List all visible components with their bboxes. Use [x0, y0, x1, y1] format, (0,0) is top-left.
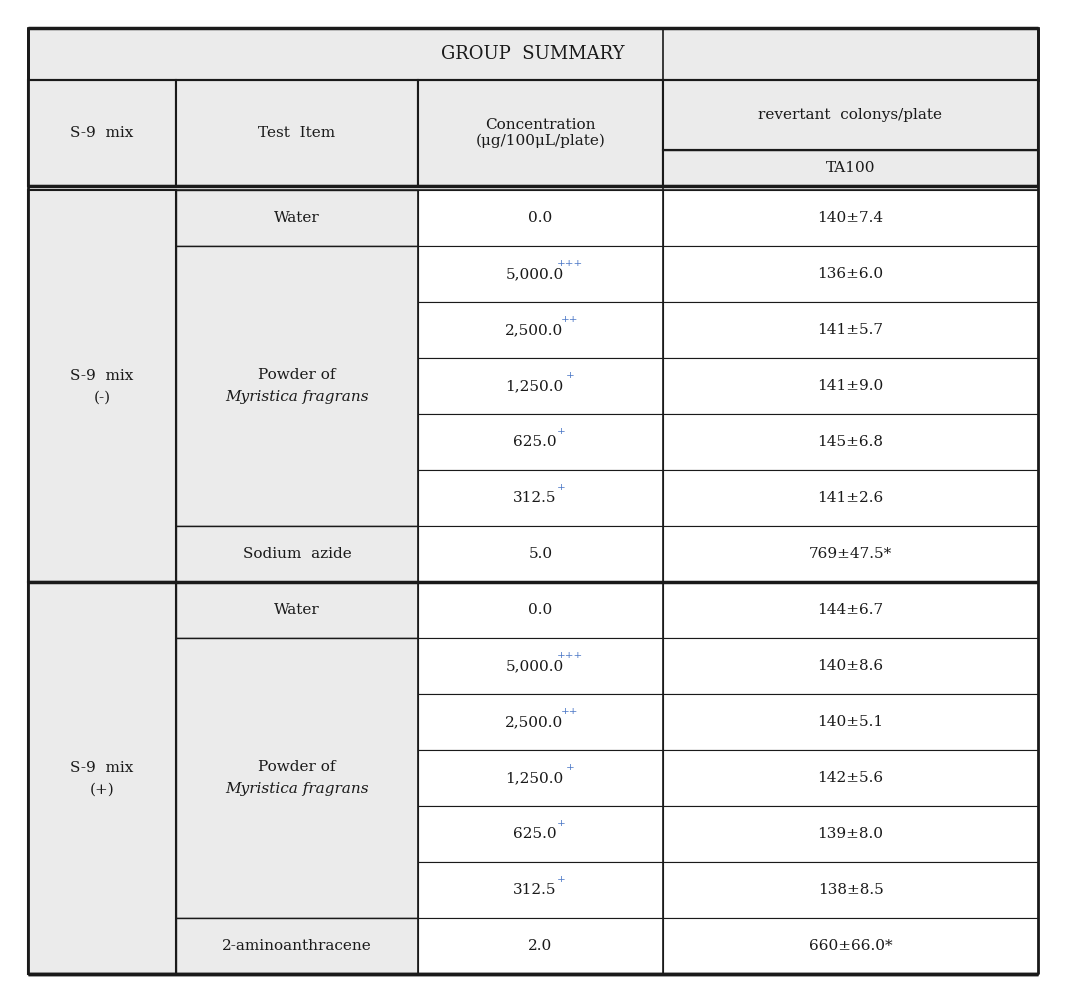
Bar: [418, 414, 663, 470]
Bar: [418, 190, 663, 246]
Text: +: +: [566, 371, 575, 381]
Text: 625.0: 625.0: [513, 435, 556, 449]
Text: 1,250.0: 1,250.0: [505, 379, 564, 393]
Bar: [176, 190, 418, 246]
Bar: [418, 302, 663, 358]
Bar: [176, 526, 418, 582]
Bar: [663, 358, 1038, 414]
Bar: [418, 694, 663, 750]
Bar: [176, 80, 418, 186]
Text: +: +: [556, 428, 565, 436]
Bar: [418, 246, 663, 302]
Text: 136±6.0: 136±6.0: [818, 267, 884, 281]
Text: 141±9.0: 141±9.0: [818, 379, 884, 393]
Bar: [418, 358, 663, 414]
Text: +: +: [556, 876, 565, 885]
Text: Water: Water: [274, 603, 320, 617]
Text: ++: ++: [562, 315, 579, 324]
Text: Sodium  azide: Sodium azide: [243, 547, 352, 561]
Text: 0.0: 0.0: [529, 603, 552, 617]
Text: +++: +++: [556, 260, 583, 269]
Text: 142±5.6: 142±5.6: [818, 771, 884, 785]
Bar: [418, 638, 663, 694]
Text: 144±6.7: 144±6.7: [818, 603, 884, 617]
Text: 625.0: 625.0: [513, 827, 556, 841]
Text: revertant  colonys/plate: revertant colonys/plate: [759, 108, 942, 122]
Bar: [663, 302, 1038, 358]
Bar: [663, 862, 1038, 918]
Text: 140±5.1: 140±5.1: [818, 715, 884, 729]
Text: S-9  mix: S-9 mix: [70, 126, 133, 140]
Text: 140±7.4: 140±7.4: [818, 211, 884, 225]
Bar: [663, 918, 1038, 974]
Bar: [418, 582, 663, 638]
Text: 2.0: 2.0: [529, 939, 552, 953]
Bar: [663, 526, 1038, 582]
Text: 141±2.6: 141±2.6: [818, 491, 884, 505]
Bar: [418, 862, 663, 918]
Text: Powder of: Powder of: [258, 760, 336, 774]
Text: 312.5: 312.5: [513, 491, 556, 505]
Text: GROUP  SUMMARY: GROUP SUMMARY: [441, 45, 625, 63]
Text: +: +: [566, 764, 575, 773]
Text: (+): (+): [90, 783, 114, 797]
Text: +: +: [556, 483, 565, 492]
Text: 140±8.6: 140±8.6: [818, 659, 884, 673]
Bar: [663, 638, 1038, 694]
Text: Powder of: Powder of: [258, 368, 336, 382]
Bar: [28, 80, 176, 186]
Text: 141±5.7: 141±5.7: [818, 323, 884, 337]
Text: Concentration
(μg/100μL/plate): Concentration (μg/100μL/plate): [475, 118, 605, 149]
Text: 2-aminoanthracene: 2-aminoanthracene: [222, 939, 372, 953]
Text: ++: ++: [562, 707, 579, 716]
Bar: [663, 414, 1038, 470]
Text: S-9  mix: S-9 mix: [70, 761, 133, 775]
Bar: [176, 918, 418, 974]
Bar: [663, 694, 1038, 750]
Text: 769±47.5*: 769±47.5*: [809, 547, 892, 561]
Bar: [418, 526, 663, 582]
Bar: [663, 806, 1038, 862]
Bar: [176, 638, 418, 918]
Text: 2,500.0: 2,500.0: [505, 715, 564, 729]
Bar: [28, 190, 176, 582]
Text: 5,000.0: 5,000.0: [505, 659, 564, 673]
Bar: [663, 80, 1038, 150]
Text: Myristica fragrans: Myristica fragrans: [225, 782, 369, 796]
Text: 138±8.5: 138±8.5: [818, 883, 884, 897]
Bar: [663, 582, 1038, 638]
Text: 660±66.0*: 660±66.0*: [809, 939, 892, 953]
Text: +: +: [556, 819, 565, 828]
Text: 1,250.0: 1,250.0: [505, 771, 564, 785]
Bar: [176, 246, 418, 526]
Bar: [663, 470, 1038, 526]
Bar: [663, 246, 1038, 302]
Text: 2,500.0: 2,500.0: [505, 323, 564, 337]
Text: Test  Item: Test Item: [258, 126, 336, 140]
Text: TA100: TA100: [826, 161, 875, 175]
Bar: [418, 750, 663, 806]
Text: 5.0: 5.0: [529, 547, 552, 561]
Text: (-): (-): [94, 391, 111, 405]
Text: S-9  mix: S-9 mix: [70, 369, 133, 383]
Bar: [663, 750, 1038, 806]
Bar: [176, 582, 418, 638]
Text: 0.0: 0.0: [529, 211, 552, 225]
Text: 312.5: 312.5: [513, 883, 556, 897]
Bar: [418, 80, 663, 186]
Bar: [28, 582, 176, 974]
Bar: [663, 150, 1038, 186]
Bar: [418, 918, 663, 974]
Bar: [418, 470, 663, 526]
Text: +++: +++: [556, 652, 583, 661]
Bar: [28, 28, 1038, 80]
Text: 145±6.8: 145±6.8: [818, 435, 884, 449]
Bar: [418, 806, 663, 862]
Text: Water: Water: [274, 211, 320, 225]
Text: 139±8.0: 139±8.0: [818, 827, 884, 841]
Text: 5,000.0: 5,000.0: [505, 267, 564, 281]
Text: Myristica fragrans: Myristica fragrans: [225, 390, 369, 404]
Bar: [663, 190, 1038, 246]
